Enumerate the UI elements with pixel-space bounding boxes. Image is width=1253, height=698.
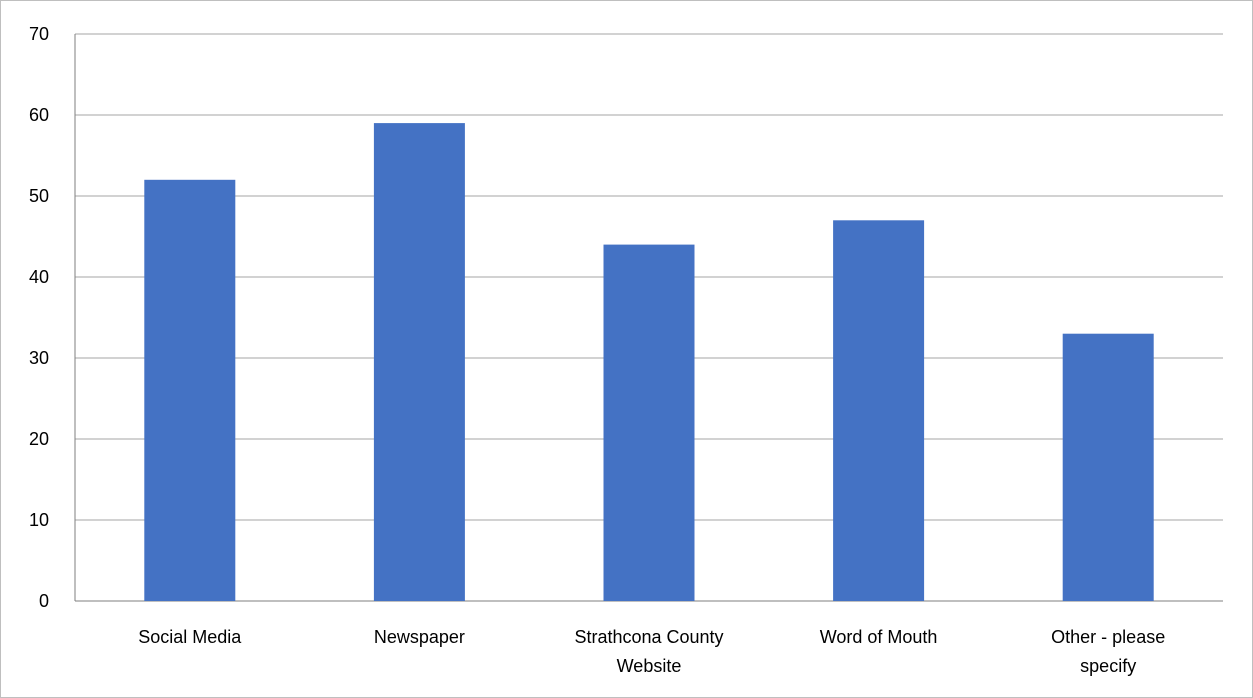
y-tick-label: 50 [29,186,49,206]
x-category-label: Strathcona County [574,627,723,647]
y-tick-label: 20 [29,429,49,449]
bar-2 [603,244,695,601]
bars [144,123,1154,602]
y-tick-label: 10 [29,510,49,530]
x-axis-labels: Social Media Newspaper Strathcona County We… [138,627,1165,676]
y-tick-label: 30 [29,348,49,368]
x-category-label: Other - please [1051,627,1165,647]
y-axis-ticks: 0 10 20 30 40 50 60 70 [29,24,49,611]
bar-1 [373,123,465,601]
bar-3 [833,220,925,602]
x-category-label: Social Media [138,627,242,647]
x-category-label: Website [617,656,682,676]
y-tick-label: 0 [39,591,49,611]
x-category-label: Word of Mouth [820,627,938,647]
x-category-label: Newspaper [374,627,465,647]
x-category-label: specify [1080,656,1136,676]
bar-4 [1062,333,1154,601]
bar-0 [144,179,236,602]
y-tick-label: 40 [29,267,49,287]
y-tick-label: 60 [29,105,49,125]
y-tick-label: 70 [29,24,49,44]
